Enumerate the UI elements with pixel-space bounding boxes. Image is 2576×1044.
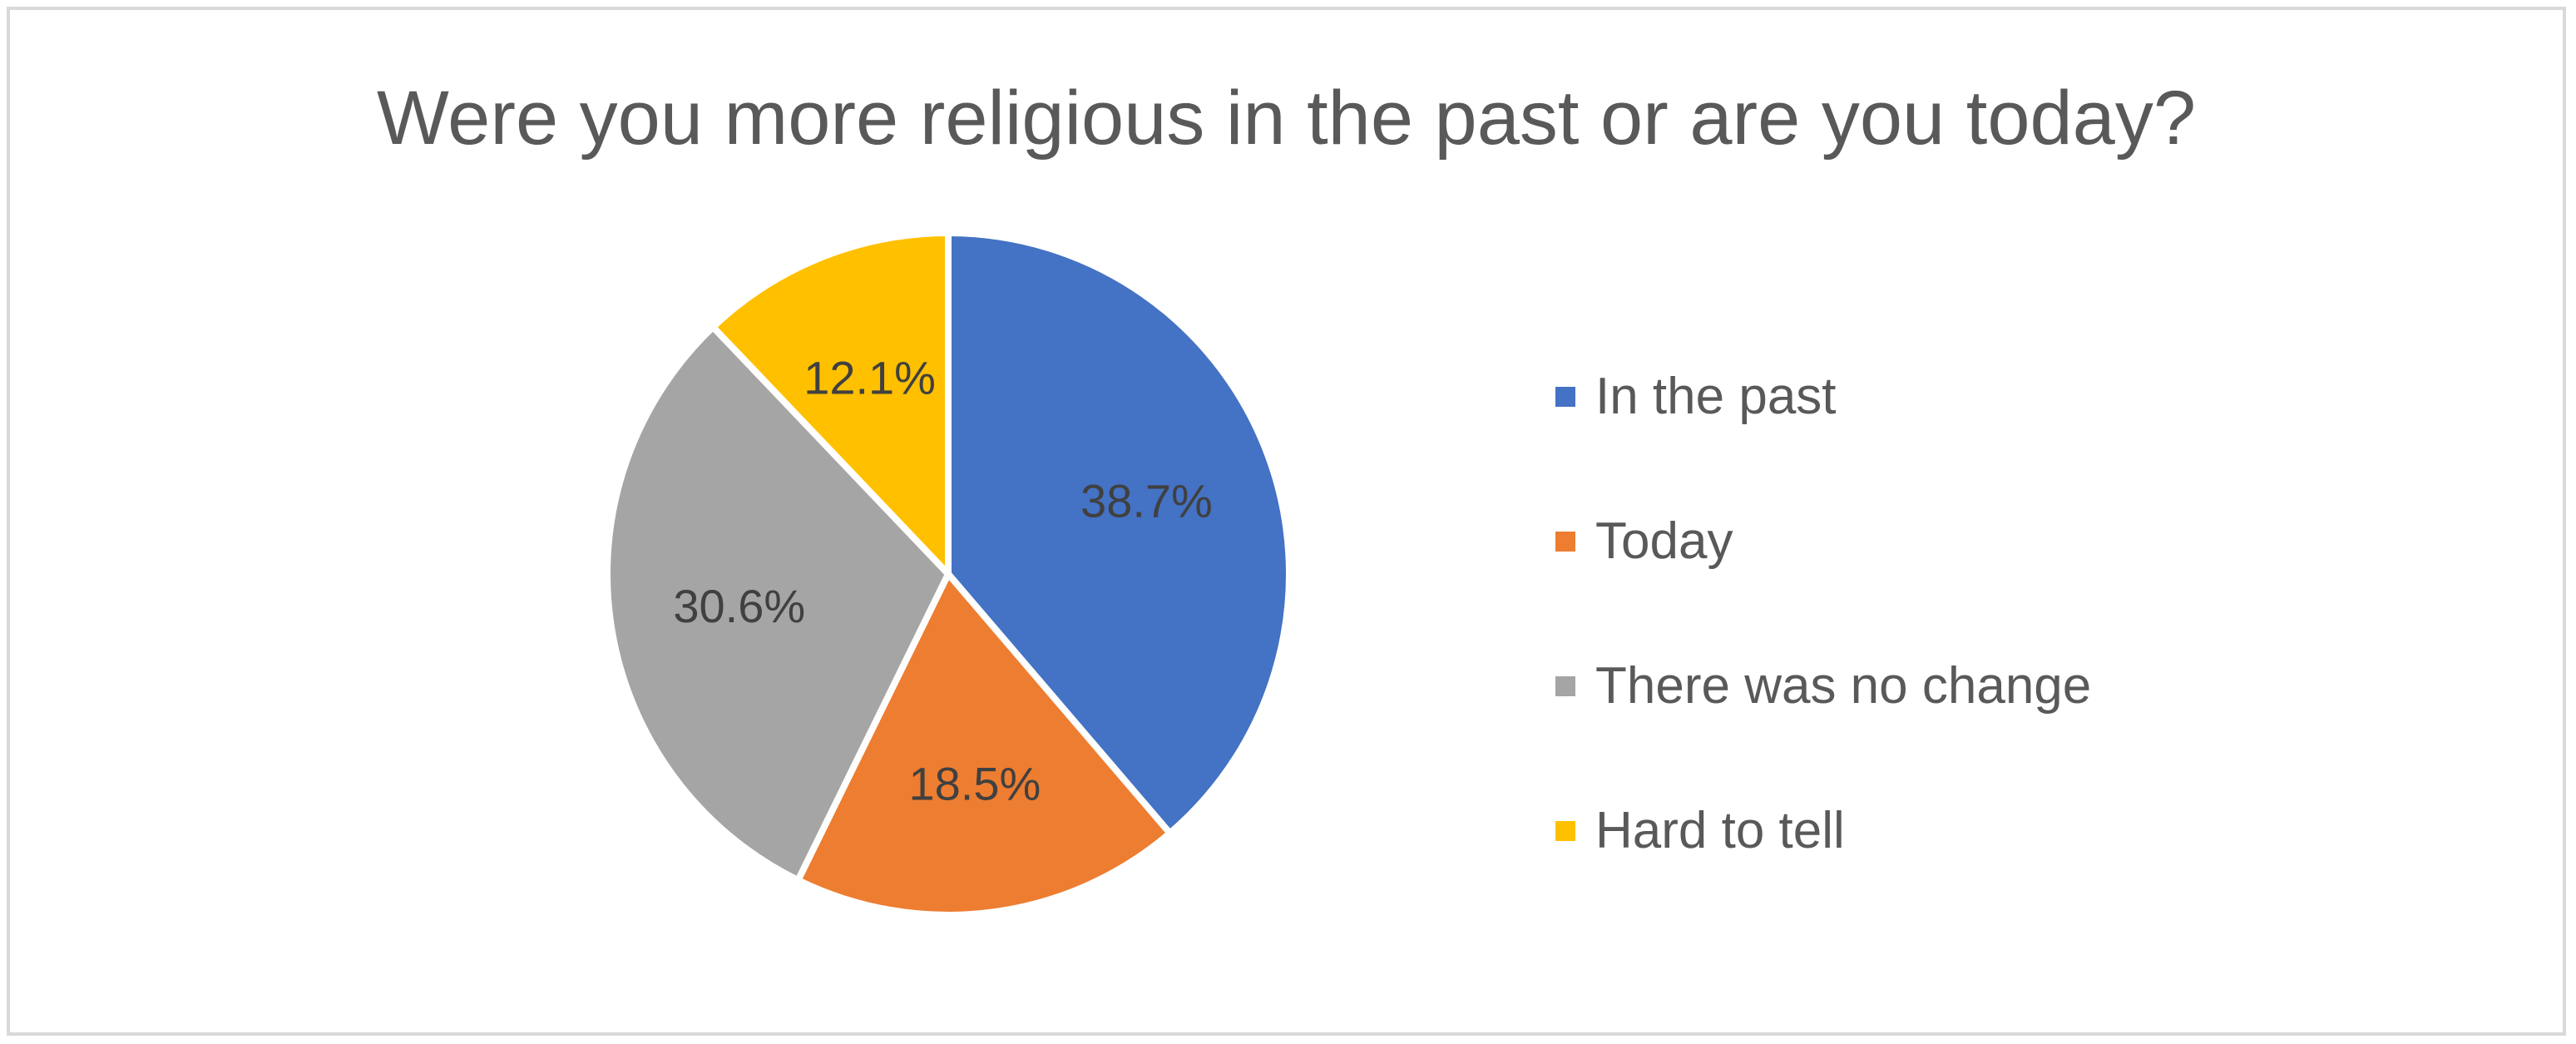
- legend-item-hard-to-tell: Hard to tell: [1555, 759, 2091, 903]
- data-label-there-was-no-change: 30.6%: [673, 580, 805, 632]
- pie-slice-there-was-no-change: [604, 324, 952, 884]
- legend-item-there-was-no-change: There was no change: [1555, 614, 2091, 759]
- chart-title: Were you more religious in the past or a…: [376, 76, 2197, 161]
- legend-label: There was no change: [1595, 657, 2092, 715]
- legend-label: Today: [1595, 512, 1733, 570]
- legend-label: Hard to tell: [1595, 802, 1845, 859]
- legend-swatch: [1555, 821, 1575, 841]
- legend-item-in-the-past: In the past: [1555, 324, 2091, 469]
- pie-slice-in-the-past: [945, 230, 1293, 837]
- legend-swatch: [1555, 387, 1575, 407]
- legend: In the past Today There was no change Hard …: [1555, 324, 2091, 903]
- data-label-hard-to-tell: 12.1%: [803, 351, 936, 403]
- legend-item-today: Today: [1555, 469, 2091, 614]
- data-label-in-the-past: 38.7%: [1080, 474, 1213, 527]
- legend-swatch: [1555, 532, 1575, 552]
- pie-slice-today: [794, 571, 1174, 918]
- data-label-today: 18.5%: [908, 758, 1041, 810]
- legend-swatch: [1555, 676, 1575, 696]
- pie-slice-hard-to-tell: [710, 230, 952, 577]
- chart-frame: Were you more religious in the past or a…: [7, 7, 2566, 1036]
- legend-label: In the past: [1595, 368, 1837, 425]
